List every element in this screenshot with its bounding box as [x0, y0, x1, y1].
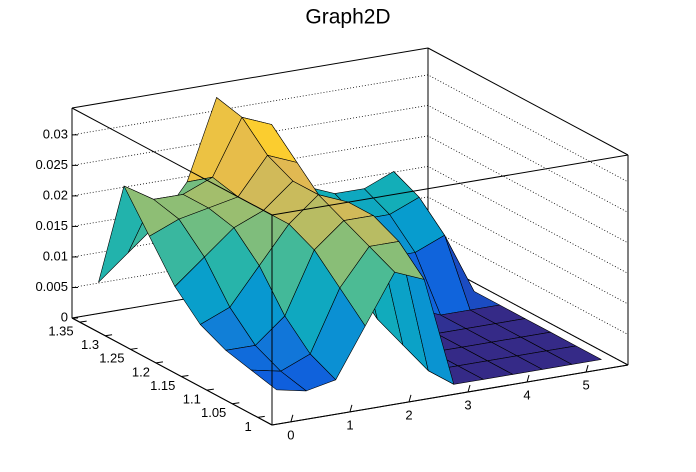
y-tick [181, 375, 189, 378]
x-tick [467, 384, 471, 393]
y-tick-label: 1.05 [201, 405, 226, 420]
box-edge [427, 47, 629, 156]
x-tick [526, 374, 530, 383]
x-tick [349, 404, 353, 413]
y-tick [130, 347, 138, 350]
y-tick [257, 415, 265, 418]
x-tick [290, 414, 294, 422]
y-tick [155, 361, 164, 364]
x-tick [585, 364, 589, 373]
y-tick [105, 334, 113, 337]
box-edge [271, 154, 629, 216]
y-tick [79, 320, 87, 323]
z-tick-label: 0.025 [35, 157, 68, 172]
grid-line [71, 104, 629, 213]
y-tick-label: 1.35 [48, 324, 73, 339]
axes: 00.0050.010.0150.020.0250.0301234511.051… [35, 107, 629, 442]
grid-line [71, 74, 629, 183]
x-axis-line [271, 364, 629, 426]
y-tick-label: 1.15 [150, 378, 175, 393]
box-edge [71, 47, 429, 109]
y-tick-label: 1.3 [81, 337, 99, 352]
chart-title: Graph2D [305, 6, 390, 29]
y-tick-label: 1.25 [99, 351, 124, 366]
x-tick-label: 5 [582, 378, 589, 393]
z-tick-label: 0 [61, 309, 68, 324]
z-tick-label: 0.015 [35, 218, 68, 233]
z-tick-label: 0.02 [43, 187, 68, 202]
surface [98, 97, 602, 392]
z-tick-label: 0.005 [35, 279, 68, 294]
y-tick-label: 1.1 [183, 392, 201, 407]
z-tick-label: 0.01 [43, 248, 68, 263]
x-tick [408, 394, 412, 403]
y-tick [206, 388, 214, 391]
x-tick-label: 3 [464, 397, 471, 412]
y-tick [232, 402, 240, 405]
z-tick-label: 0.03 [43, 126, 68, 141]
x-tick-label: 2 [405, 407, 412, 422]
x-tick-label: 4 [523, 387, 530, 402]
y-tick-label: 1 [245, 419, 252, 434]
x-tick-label: 0 [287, 427, 294, 442]
surface-cell [250, 369, 307, 392]
x-tick-label: 1 [346, 417, 353, 432]
box-edge [71, 107, 273, 216]
y-tick-label: 1.2 [132, 364, 150, 379]
